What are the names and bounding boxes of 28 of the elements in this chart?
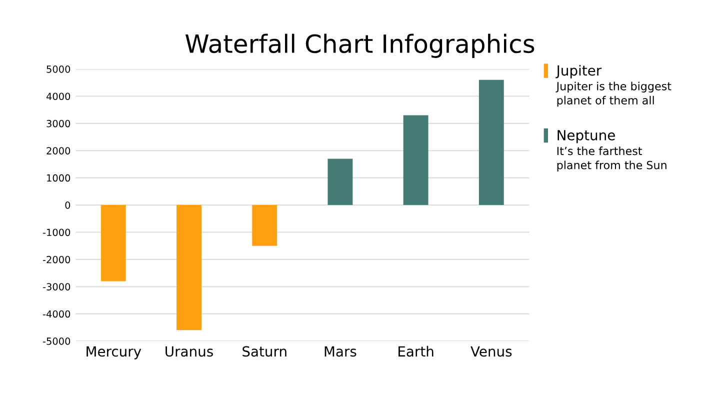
chart-title: Waterfall Chart Infographics (185, 34, 534, 58)
bar (100, 205, 126, 282)
bar (176, 205, 202, 330)
y-tick-label: -3000 (42, 283, 70, 290)
legend-label: Jupiter (556, 64, 602, 78)
text: Jupiter is the biggest planet of them all (556, 82, 672, 107)
y-tick-label: -4000 (42, 310, 70, 318)
y-tick-label: -2000 (42, 256, 70, 264)
y-tick-label: 3000 (46, 120, 70, 128)
x-tick-label: Earth (398, 346, 434, 357)
bar (252, 205, 278, 246)
x-tick-label: Mars (324, 346, 356, 357)
legend-label: Neptune (558, 130, 615, 144)
y-tick-label: 4000 (46, 92, 70, 100)
bar (403, 115, 428, 206)
y-tick-label: -5000 (42, 338, 70, 345)
x-tick-label: Saturn (242, 346, 286, 357)
x-tick-label: Venus (470, 346, 512, 357)
y-tick-label: 2000 (46, 147, 70, 154)
y-tick-label: 1000 (47, 174, 70, 182)
x-tick-label: Uranus (166, 346, 213, 357)
bar (478, 80, 504, 206)
y-tick-label: 0 (65, 202, 70, 209)
text: It’s the farthest planet from the Sun (557, 146, 666, 172)
x-tick-label: Mercury (86, 346, 142, 360)
bar (328, 158, 353, 206)
y-tick-label: -1000 (42, 228, 70, 236)
y-tick-label: 5000 (46, 66, 70, 73)
